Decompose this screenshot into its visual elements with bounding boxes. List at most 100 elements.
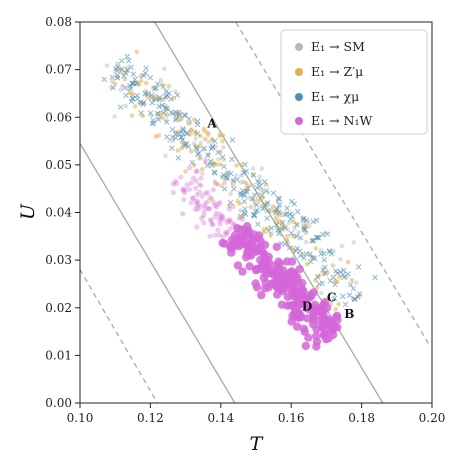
- point-n1w: [220, 234, 226, 240]
- point-zprime-mu: [220, 138, 225, 144]
- legend: E₁ → SM E₁ → Z′μ E₁ → χμ E₁ → N₁W: [280, 29, 428, 135]
- point-chi-mu: [160, 110, 167, 116]
- point-chi-mu: [274, 206, 280, 212]
- point-zprime-mu: [188, 148, 194, 154]
- point-zprime-mu: [264, 182, 269, 188]
- point-chi-mu: [326, 248, 333, 255]
- point-n1w: [245, 262, 254, 271]
- point-sm: [149, 113, 154, 118]
- y-tick-label: 0.07: [45, 63, 72, 77]
- point-chi-mu: [172, 117, 179, 123]
- point-chi-mu: [166, 90, 172, 97]
- point-chi-mu: [160, 84, 167, 90]
- x-tick-label: 0.16: [278, 411, 305, 425]
- point-n1w: [256, 255, 265, 265]
- point-chi-mu: [356, 291, 363, 297]
- point-zprime-mu: [160, 82, 165, 87]
- point-n1w: [206, 206, 212, 212]
- point-n1w: [186, 186, 192, 192]
- point-zprime-mu: [215, 182, 221, 187]
- point-chi-mu: [168, 96, 174, 102]
- point-n1w: [180, 186, 186, 192]
- point-label-b: B: [344, 307, 354, 321]
- point-n1w: [227, 226, 233, 232]
- point-chi-mu: [289, 213, 296, 220]
- point-chi-mu: [168, 109, 174, 116]
- point-n1w: [194, 202, 200, 208]
- point-sm: [198, 140, 203, 145]
- point-chi-mu: [347, 281, 354, 288]
- point-chi-mu: [300, 215, 307, 222]
- point-sm: [216, 156, 221, 162]
- point-chi-mu: [228, 170, 234, 177]
- point-n1w: [197, 189, 203, 195]
- point-n1w: [315, 316, 324, 325]
- point-zprime-mu: [313, 246, 319, 251]
- y-tick-label: 0.02: [45, 301, 72, 315]
- point-zprime-mu: [166, 84, 172, 89]
- point-chi-mu: [114, 72, 121, 79]
- point-chi-mu: [244, 185, 251, 192]
- point-zprime-mu: [349, 277, 355, 283]
- point-n1w: [272, 282, 281, 292]
- y-tick-label: 0.05: [45, 158, 72, 172]
- point-chi-mu: [179, 137, 186, 143]
- point-zprime-mu: [276, 210, 282, 216]
- point-n1w: [308, 316, 318, 325]
- point-chi-mu: [176, 109, 182, 116]
- point-n1w: [193, 169, 199, 175]
- point-sm: [319, 290, 324, 296]
- point-zprime-mu: [205, 132, 211, 137]
- point-chi-mu: [258, 192, 265, 199]
- point-n1w: [193, 178, 199, 184]
- point-chi-mu: [229, 156, 235, 162]
- point-sm: [286, 220, 292, 225]
- point-n1w: [194, 168, 200, 174]
- point-chi-mu: [128, 98, 135, 105]
- point-chi-mu: [345, 271, 351, 277]
- point-sm: [212, 179, 217, 184]
- point-chi-mu: [132, 76, 138, 83]
- legend-label-zprime-mu: E₁ → Z′μ: [311, 64, 363, 79]
- point-n1w: [258, 247, 267, 256]
- point-n1w: [201, 213, 207, 219]
- point-zprime-mu: [200, 166, 205, 172]
- point-chi-mu: [159, 102, 165, 109]
- point-chi-mu: [212, 138, 218, 144]
- point-n1w: [231, 240, 240, 249]
- legend-label-chi-mu: E₁ → χμ: [311, 89, 359, 104]
- point-chi-mu: [276, 196, 283, 202]
- y-tick-label: 0.00: [45, 396, 72, 410]
- point-chi-mu: [185, 143, 192, 150]
- point-chi-mu: [241, 198, 248, 205]
- point-sm: [162, 66, 167, 72]
- point-n1w: [272, 242, 281, 251]
- point-chi-mu: [196, 150, 202, 157]
- point-n1w: [228, 218, 234, 225]
- point-zprime-mu: [237, 201, 242, 206]
- point-n1w: [180, 187, 186, 194]
- point-zprime-mu: [139, 78, 144, 84]
- point-labels: A BC D: [206, 117, 354, 322]
- point-n1w: [240, 216, 246, 222]
- point-chi-mu: [148, 92, 155, 98]
- legend-marker-n1w: [295, 117, 303, 125]
- point-zprime-mu: [336, 301, 342, 307]
- point-zprime-mu: [188, 127, 194, 133]
- point-n1w: [212, 232, 218, 238]
- point-n1w: [268, 267, 277, 276]
- point-chi-mu: [337, 269, 344, 275]
- point-n1w: [212, 203, 218, 209]
- point-chi-mu: [123, 92, 129, 99]
- point-n1w: [296, 311, 305, 320]
- point-chi-mu: [155, 81, 161, 87]
- point-chi-mu: [164, 119, 170, 125]
- point-n1w: [301, 341, 310, 351]
- point-zprime-mu: [261, 229, 267, 235]
- point-zprime-mu: [230, 182, 236, 188]
- point-chi-mu: [254, 202, 260, 208]
- point-chi-mu: [113, 65, 119, 72]
- point-chi-mu: [261, 179, 268, 185]
- point-sm: [163, 117, 169, 123]
- point-chi-mu: [230, 177, 237, 184]
